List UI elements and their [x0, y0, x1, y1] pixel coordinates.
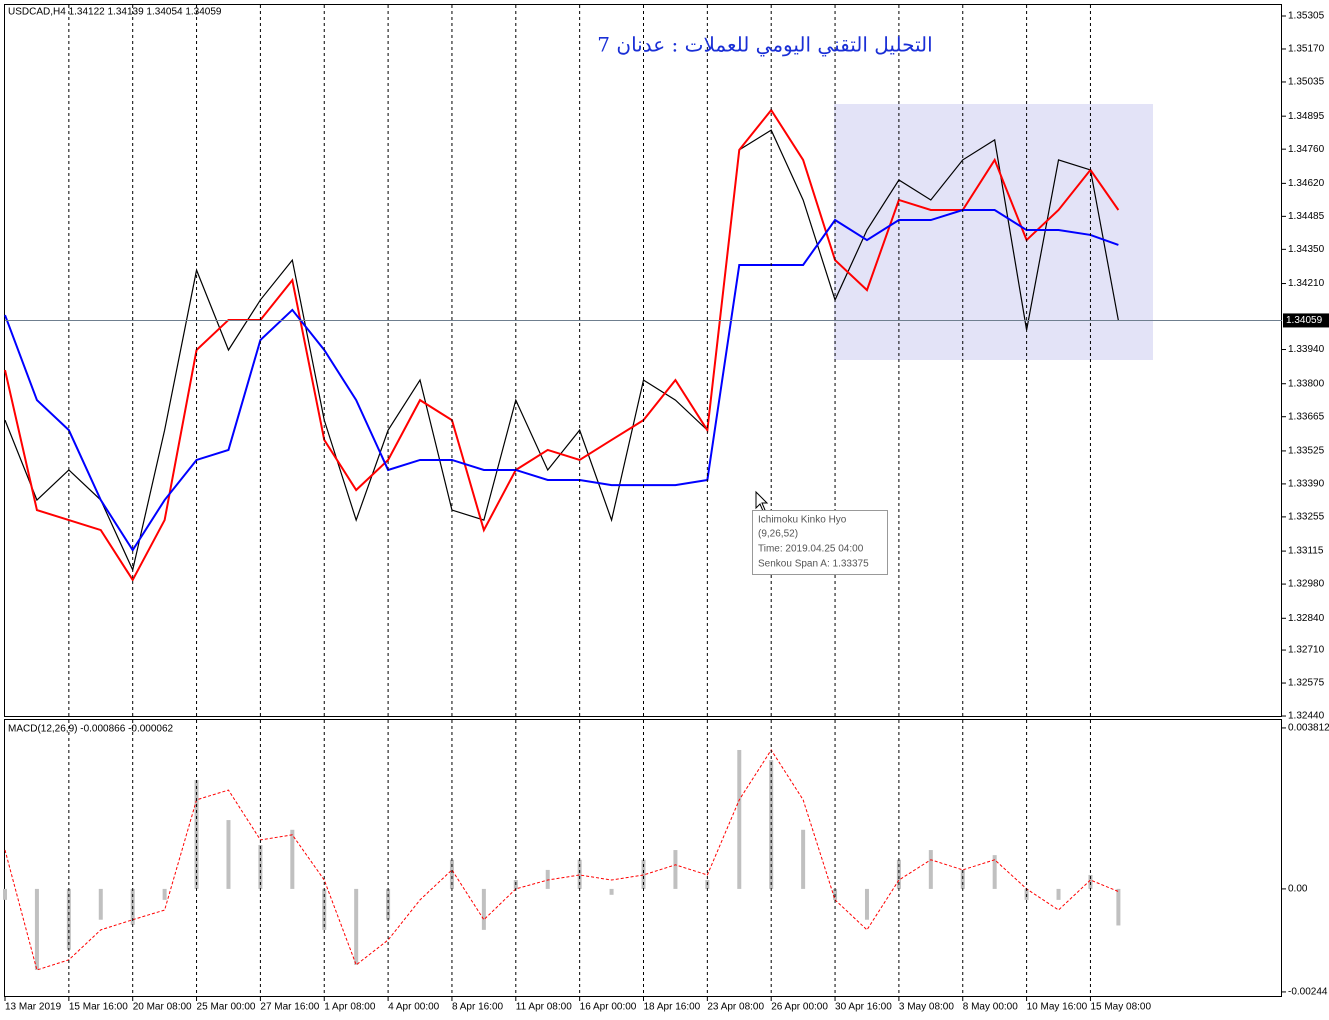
macd-bar [928, 850, 933, 889]
macd-bar [545, 869, 550, 889]
x-tick-label: 20 Mar 08:00 [133, 1002, 192, 1013]
x-tick-label: 18 Apr 16:00 [644, 1002, 701, 1013]
y-tick-label: 1.33525 [1288, 446, 1325, 457]
price-line [4, 108, 1120, 582]
macd-bar [1116, 888, 1121, 926]
x-tick-label: 3 May 08:00 [899, 1002, 954, 1013]
x-tick-label: 26 Apr 00:00 [771, 1002, 828, 1013]
y-tick-label: 1.33665 [1288, 411, 1325, 422]
last-price-box [1283, 313, 1329, 328]
x-tick-label: 25 Mar 00:00 [197, 1002, 256, 1013]
macd-bar [290, 829, 295, 889]
x-tick-label: 27 Mar 16:00 [260, 1002, 319, 1013]
macd-bar [386, 888, 391, 920]
y-tick-label: 0.003812 [1288, 723, 1329, 734]
macd-label: MACD(12,26,9) -0.000866 -0.000062 [8, 724, 174, 735]
macd-bar [1056, 888, 1061, 900]
x-tick-label: 15 Mar 16:00 [69, 1002, 128, 1013]
y-tick-label: 1.34760 [1288, 144, 1325, 155]
y-tick-label: 1.34895 [1288, 111, 1325, 122]
y-tick-label: 1.33940 [1288, 344, 1325, 355]
y-tick-label: 0.00 [1288, 884, 1308, 895]
tooltip: Ichimoku Kinko Hyo (9,26,52) Time: 2019.… [752, 510, 888, 575]
x-tick-label: 8 Apr 16:00 [452, 1002, 504, 1013]
chart-title: التحليل التقني اليومي للعملات : عدنان 7 [597, 33, 932, 57]
tooltip-line: Ichimoku Kinko Hyo [758, 515, 847, 526]
y-tick-label: 1.33255 [1288, 512, 1325, 523]
macd-bar [481, 888, 486, 930]
macd-bar [354, 888, 359, 965]
macd-bar [737, 749, 742, 889]
y-tick-label: 1.33115 [1288, 546, 1324, 557]
y-tick-label: 1.33800 [1288, 378, 1325, 389]
y-tick-label: 1.32710 [1288, 645, 1325, 656]
x-tick-label: 23 Apr 08:00 [707, 1002, 764, 1013]
x-tick-label: 11 Apr 08:00 [516, 1002, 572, 1013]
macd-bar [34, 888, 39, 970]
x-tick-label: 15 May 08:00 [1090, 1002, 1151, 1013]
y-tick-label: 1.32840 [1288, 613, 1325, 624]
y-tick-label: 1.35305 [1288, 11, 1325, 22]
macd-bar [609, 888, 614, 895]
price-line [4, 129, 1119, 572]
macd-bar [449, 859, 454, 889]
macd-bar [98, 888, 103, 920]
last-price-label: 1.34059 [1286, 315, 1323, 326]
macd-bar [960, 869, 965, 889]
y-tick-label: 1.35170 [1288, 44, 1325, 55]
chart-header: USDCAD,H4 1.34122 1.34139 1.34054 1.3405… [8, 7, 222, 18]
x-tick-label: 13 Mar 2019 [5, 1002, 62, 1013]
tooltip-line: (9,26,52) [758, 529, 798, 540]
macd-bar [322, 888, 327, 930]
tooltip-line: Time: 2019.04.25 04:00 [758, 544, 864, 555]
y-tick-label: 1.34350 [1288, 244, 1325, 255]
macd-bar [801, 829, 806, 889]
x-tick-label: 1 Apr 08:00 [324, 1002, 376, 1013]
y-tick-label: 1.32440 [1288, 711, 1325, 722]
y-tick-label: 1.35035 [1288, 77, 1325, 88]
x-tick-label: 10 May 16:00 [1027, 1002, 1088, 1013]
macd-bar [577, 859, 582, 889]
macd-bar [896, 859, 901, 889]
macd-bar [3, 888, 7, 900]
macd-bar [641, 859, 646, 889]
y-tick-label: 1.32575 [1288, 678, 1325, 689]
x-tick-label: 16 Apr 00:00 [580, 1002, 637, 1013]
x-tick-label: 4 Apr 00:00 [388, 1002, 440, 1013]
macd-bar [226, 820, 231, 889]
y-tick-label: -0.00244 [1288, 987, 1328, 998]
y-tick-label: 1.33390 [1288, 479, 1325, 490]
tooltip-box [752, 510, 888, 575]
macd-bar [992, 855, 997, 889]
price-line [4, 208, 1119, 552]
y-tick-label: 1.34210 [1288, 278, 1325, 289]
x-tick-label: 8 May 00:00 [963, 1002, 1018, 1013]
x-tick-label: 30 Apr 16:00 [835, 1002, 892, 1013]
macd-bar [162, 888, 167, 900]
signal-line [4, 749, 1119, 971]
macd-bar [673, 850, 678, 889]
macd-bar [864, 888, 869, 920]
y-tick-label: 1.34485 [1288, 211, 1325, 222]
tooltip-line: Senkou Span A: 1.33375 [758, 559, 869, 570]
y-tick-label: 1.32980 [1288, 579, 1325, 590]
main-pane [4, 4, 1282, 717]
highlight-rectangle [834, 104, 1153, 360]
y-tick-label: 1.34620 [1288, 178, 1325, 189]
macd-bar [1088, 874, 1093, 889]
